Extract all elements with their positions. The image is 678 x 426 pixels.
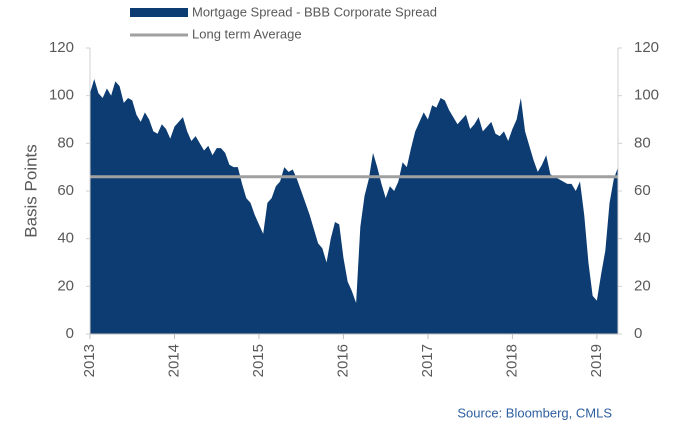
y-tick-label: 20 [57, 277, 74, 294]
y2-tick-label: 120 [634, 39, 659, 56]
legend-label: Mortgage Spread - BBB Corporate Spread [192, 4, 437, 19]
x-tick-label: 2018 [503, 344, 520, 377]
y2-tick-label: 100 [634, 87, 659, 104]
y2-tick-label: 80 [634, 134, 651, 151]
y2-tick-label: 20 [634, 277, 651, 294]
y-tick-label: 80 [57, 134, 74, 151]
x-tick-label: 2016 [334, 344, 351, 377]
legend-swatch [130, 8, 188, 17]
y2-tick-label: 60 [634, 182, 651, 199]
x-tick-label: 2014 [165, 344, 182, 377]
x-tick-label: 2013 [81, 344, 98, 377]
y-tick-label: 60 [57, 182, 74, 199]
y-tick-label: 40 [57, 230, 74, 247]
x-tick-label: 2019 [588, 344, 605, 377]
y2-tick-label: 40 [634, 230, 651, 247]
x-tick-label: 2015 [250, 344, 267, 377]
y-tick-label: 0 [66, 325, 74, 342]
area [90, 78, 618, 334]
y2-tick-label: 0 [634, 325, 642, 342]
y-tick-label: 120 [49, 39, 74, 56]
x-tick-label: 2017 [419, 344, 436, 377]
legend-label: Long term Average [192, 26, 302, 41]
source: Source: Bloomberg, CMLS [457, 405, 612, 420]
y-axis-label: Basis Points [21, 144, 40, 238]
y-tick-label: 100 [49, 87, 74, 104]
